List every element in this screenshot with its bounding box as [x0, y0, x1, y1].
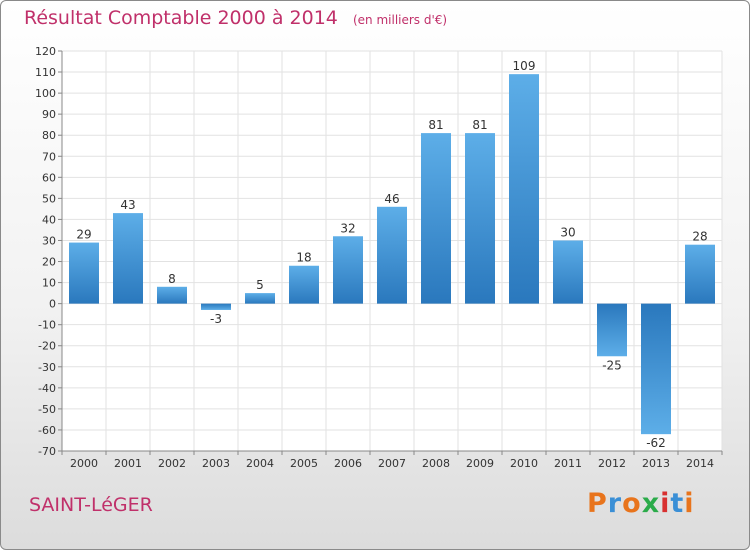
chart-title: Résultat Comptable 2000 à 2014	[24, 7, 338, 29]
bar	[333, 236, 363, 304]
chart-subtitle: (en milliers d'€)	[352, 13, 448, 27]
y-tick-label: 40	[42, 213, 56, 226]
bar	[597, 303, 627, 357]
logo-letter: P	[587, 488, 608, 519]
bar	[245, 293, 275, 304]
bar	[157, 286, 187, 304]
y-tick-label: 70	[42, 150, 56, 163]
x-tick-label: 2012	[598, 457, 626, 470]
x-tick-label: 2004	[246, 457, 274, 470]
commune-name: SAINT-LéGER	[29, 494, 153, 516]
y-tick-label: 50	[42, 192, 56, 205]
data-label: -62	[646, 436, 666, 450]
bar	[69, 242, 99, 304]
x-tick-label: 2010	[510, 457, 538, 470]
x-tick-label: 2014	[686, 457, 714, 470]
data-label: -25	[602, 358, 622, 372]
y-tick-label: 110	[35, 66, 56, 79]
y-tick-label: 60	[42, 171, 56, 184]
data-label: 28	[692, 230, 707, 244]
bar	[421, 133, 451, 304]
logo-letter: i	[660, 488, 671, 519]
data-label: 109	[513, 59, 536, 73]
y-tick-label: -60	[38, 424, 56, 437]
data-label: 5	[256, 278, 264, 292]
data-labels: 29 43 8 -3 5 18 32 46 81 81 109 30 -25 -62 28	[76, 59, 707, 450]
data-label: 29	[76, 228, 91, 242]
data-label: 43	[120, 198, 135, 212]
x-tick-label: 2007	[378, 457, 406, 470]
x-tick-label: 2006	[334, 457, 362, 470]
bar	[201, 303, 231, 310]
bar	[641, 303, 671, 435]
data-label: 32	[340, 221, 355, 235]
logo-letter: i	[684, 488, 695, 519]
y-tick-label: 80	[42, 129, 56, 142]
bar	[113, 213, 143, 304]
y-tick-label: 30	[42, 234, 56, 247]
title-row: Résultat Comptable 2000 à 2014 (en milli…	[24, 7, 447, 29]
axes: -70 -60 -50 -40 -30 -20 -10 0 10 20 30 40 50 60 70 80 90…	[35, 45, 723, 470]
logo-letter: t	[670, 488, 685, 519]
y-tick-label: 120	[35, 45, 56, 58]
data-label: -3	[210, 312, 222, 326]
y-tick-label: 0	[49, 298, 56, 311]
x-tick-label: 2002	[158, 457, 186, 470]
proxiti-logo: Proxiti	[587, 488, 695, 519]
x-tick-label: 2013	[642, 457, 670, 470]
y-tick-label: 10	[42, 277, 56, 290]
logo-letter: r	[607, 488, 623, 519]
y-tick-label: -20	[38, 340, 56, 353]
y-tick-label: 20	[42, 256, 56, 269]
y-tick-label: -50	[38, 403, 56, 416]
bar	[377, 206, 407, 304]
bars	[69, 74, 715, 435]
y-tick-label: -30	[38, 361, 56, 374]
y-tick-label: 90	[42, 108, 56, 121]
y-tick-label: 100	[35, 87, 56, 100]
data-label: 18	[296, 251, 311, 265]
bar	[509, 74, 539, 304]
data-label: 46	[384, 192, 399, 206]
data-label: 30	[560, 225, 575, 239]
data-label: 81	[472, 118, 487, 132]
y-tick-label: -10	[38, 319, 56, 332]
logo-letter: x	[641, 488, 661, 519]
x-tick-label: 2005	[290, 457, 318, 470]
bar	[553, 240, 583, 304]
x-tick-label: 2000	[70, 457, 98, 470]
bar	[685, 244, 715, 304]
bar	[289, 265, 319, 304]
bar	[465, 133, 495, 304]
x-tick-label: 2011	[554, 457, 582, 470]
y-tick-label: -40	[38, 382, 56, 395]
x-tick-label: 2008	[422, 457, 450, 470]
x-tick-label: 2001	[114, 457, 142, 470]
data-label: 8	[168, 272, 176, 286]
logo-letter: o	[622, 488, 642, 519]
x-tick-label: 2003	[202, 457, 230, 470]
y-tick-label: -70	[38, 445, 56, 458]
data-label: 81	[428, 118, 443, 132]
x-tick-label: 2009	[466, 457, 494, 470]
